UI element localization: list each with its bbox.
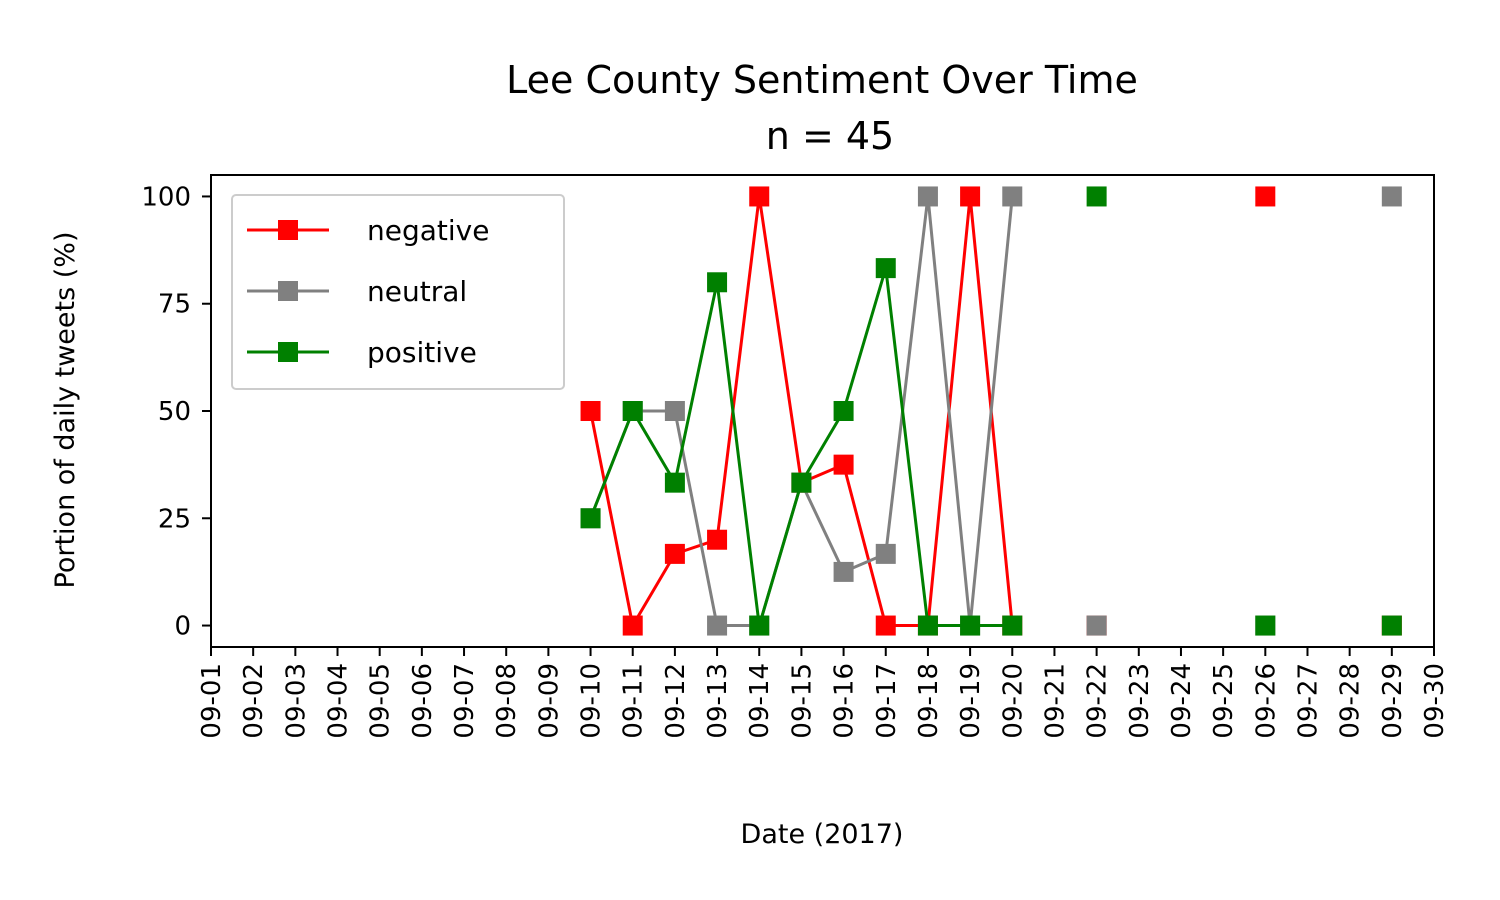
series-line-positive xyxy=(589,266,1013,628)
data-point-neutral xyxy=(875,543,896,564)
x-tick-label: 09-27 xyxy=(1293,663,1323,739)
data-point-positive xyxy=(1086,186,1107,207)
legend-entry-negative: negative xyxy=(247,214,489,247)
y-tick-label: 25 xyxy=(158,504,191,534)
data-point-positive xyxy=(960,615,981,636)
y-tick-label: 50 xyxy=(158,397,191,427)
x-axis-label: Date (2017) xyxy=(741,819,904,850)
data-point-neutral xyxy=(1002,186,1023,207)
y-tick-label: 100 xyxy=(141,182,191,212)
x-tick-label: 09-16 xyxy=(830,663,860,739)
data-point-positive xyxy=(622,401,643,421)
legend-entry-neutral: neutral xyxy=(247,275,467,308)
series-positive xyxy=(580,186,1402,636)
x-tick-label: 09-17 xyxy=(872,663,902,739)
data-point-negative xyxy=(622,615,643,636)
x-tick-label: 09-05 xyxy=(366,663,396,739)
data-point-negative xyxy=(664,543,685,564)
x-tick-label: 09-12 xyxy=(661,663,691,739)
x-tick-label: 09-13 xyxy=(703,663,733,739)
x-tick-label: 09-03 xyxy=(281,663,311,739)
data-point-negative xyxy=(707,529,728,550)
data-point-negative xyxy=(1255,186,1276,207)
legend-entry-positive: positive xyxy=(247,336,477,369)
data-point-negative xyxy=(833,454,854,475)
chart-title: Lee County Sentiment Over Time xyxy=(506,58,1138,102)
x-tick-label: 09-25 xyxy=(1209,663,1239,739)
x-tick-label: 09-30 xyxy=(1420,663,1450,739)
data-point-neutral xyxy=(664,401,685,421)
x-tick-label: 09-09 xyxy=(534,663,564,739)
data-point-positive xyxy=(917,615,938,636)
x-tick-label: 09-10 xyxy=(577,663,607,739)
data-point-positive xyxy=(749,615,770,636)
x-tick-label: 09-20 xyxy=(998,663,1028,739)
data-point-positive xyxy=(791,472,812,493)
series-line-neutral xyxy=(589,194,1014,628)
data-point-positive xyxy=(707,272,728,293)
x-tick-label: 09-07 xyxy=(450,663,480,739)
data-point-positive xyxy=(833,401,854,421)
legend-marker xyxy=(278,220,298,240)
data-point-positive xyxy=(1255,615,1276,636)
x-tick-label: 09-21 xyxy=(1040,663,1070,739)
data-point-negative xyxy=(749,186,770,207)
x-tick-label: 09-14 xyxy=(745,663,775,739)
legend-box xyxy=(231,194,565,390)
plot-area: 0 25 50 75 100 09-01 09-02 09-03 09-04 09-05 09-06… xyxy=(141,174,1450,739)
data-point-neutral xyxy=(833,561,854,582)
x-tick-label: 09-22 xyxy=(1083,663,1113,739)
data-point-negative xyxy=(875,615,896,636)
y-tick-label: 0 xyxy=(174,612,191,642)
data-point-neutral xyxy=(1086,615,1107,636)
x-tick-label: 09-19 xyxy=(956,663,986,739)
x-tick-label: 09-29 xyxy=(1378,663,1408,739)
x-tick-label: 09-08 xyxy=(492,663,522,739)
x-tick-label: 09-11 xyxy=(619,663,649,739)
x-tick-label: 09-15 xyxy=(787,663,817,739)
x-tick-label: 09-18 xyxy=(914,663,944,739)
x-tick-label: 09-04 xyxy=(324,663,354,739)
data-point-neutral xyxy=(1381,186,1402,207)
data-point-positive xyxy=(580,508,601,529)
y-tick-label: 75 xyxy=(158,290,191,320)
data-point-positive xyxy=(664,472,685,493)
legend: negative neutral positive xyxy=(231,194,565,390)
data-point-positive xyxy=(1381,615,1402,636)
x-tick-label: 09-23 xyxy=(1125,663,1155,739)
data-point-positive xyxy=(1002,615,1023,636)
chart-subtitle: n = 45 xyxy=(766,114,894,158)
y-axis-label: Portion of daily tweets (%) xyxy=(50,232,81,589)
data-point-neutral xyxy=(707,615,728,636)
x-tick-label: 09-01 xyxy=(197,663,227,739)
x-tick-label: 09-02 xyxy=(239,663,269,739)
data-point-negative xyxy=(960,186,981,207)
legend-marker xyxy=(278,281,298,301)
data-point-neutral xyxy=(917,186,938,207)
legend-label: positive xyxy=(367,336,477,369)
series-neutral xyxy=(580,186,1402,636)
legend-marker xyxy=(278,342,298,362)
x-tick-label: 09-28 xyxy=(1336,663,1366,739)
data-point-positive xyxy=(875,258,896,279)
legend-label: negative xyxy=(367,214,489,247)
x-tick-label: 09-06 xyxy=(408,663,438,739)
x-tick-label: 09-26 xyxy=(1251,663,1281,739)
data-point-negative xyxy=(580,401,601,421)
legend-label: neutral xyxy=(367,275,467,308)
x-tick-label: 09-24 xyxy=(1167,663,1197,739)
